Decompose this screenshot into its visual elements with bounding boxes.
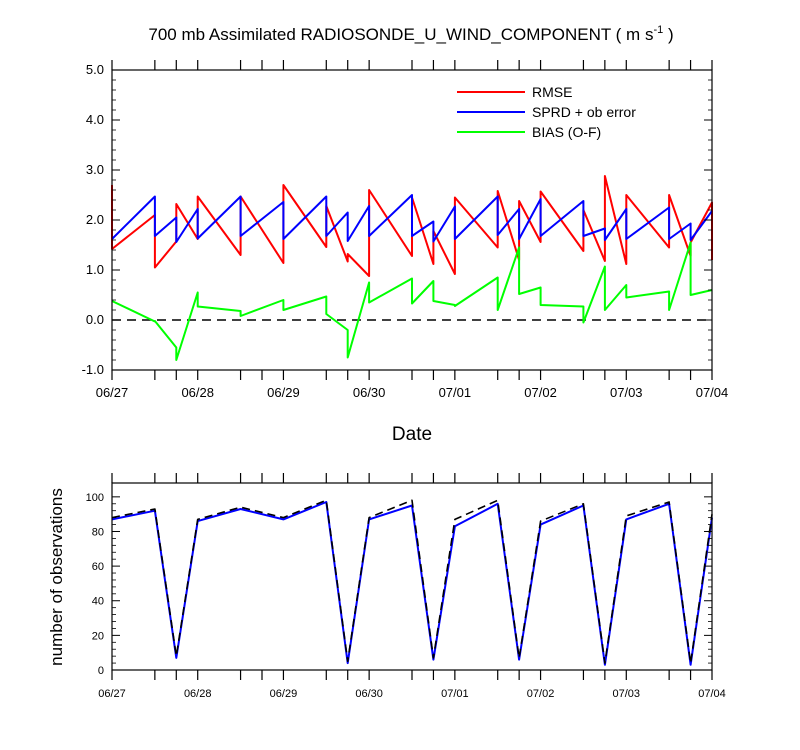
x-tick-label: 07/04 [698, 688, 726, 700]
y-tick-label: 0.0 [86, 312, 104, 327]
x-tick-label: 07/01 [439, 385, 472, 400]
top-chart: -1.00.01.02.03.04.05.0 06/27 06/28 06/29 06… [82, 60, 729, 445]
x-tick-label: 06/30 [355, 688, 383, 700]
y-tick-label: 3.0 [86, 162, 104, 177]
bottom-plot-area [111, 499, 713, 666]
x-tick-label: 07/02 [527, 688, 555, 700]
series-line-bias-o-f- [111, 241, 713, 361]
y-tick-label: 80 [92, 526, 104, 538]
x-tick-label: 07/01 [441, 688, 469, 700]
legend-label: RMSE [532, 84, 572, 100]
y-tick-label: -1.0 [82, 362, 104, 377]
x-tick-label: 06/28 [181, 385, 214, 400]
x-tick-label: 06/27 [96, 385, 129, 400]
y-tick-label: 4.0 [86, 112, 104, 127]
bottom-chart: 0 20 40 60 80 100 06/27 06/28 06/29 06/30 07/01 07… [47, 473, 726, 700]
top-legend: RMSE SPRD + ob error BIAS (O-F) [457, 84, 636, 140]
x-tick-label: 06/28 [184, 688, 212, 700]
y-tick-label: 20 [92, 630, 104, 642]
series-line-solid-0 [111, 501, 713, 666]
series-line-rmse [111, 175, 713, 277]
x-tick-label: 06/29 [270, 688, 298, 700]
x-tick-label: 07/03 [613, 688, 641, 700]
bottom-y-axis: 0 20 40 60 80 100 [86, 492, 712, 677]
x-tick-label: 07/02 [524, 385, 557, 400]
legend-label: BIAS (O-F) [532, 124, 601, 140]
y-tick-label: 5.0 [86, 62, 104, 77]
series-line-sprd-ob-error [111, 194, 713, 243]
x-tick-label: 06/29 [267, 385, 300, 400]
bottom-x-axis: 06/27 06/28 06/29 06/30 07/01 07/02 07/03 07/04 [98, 473, 726, 700]
y-tick-label: 0 [98, 665, 104, 677]
x-tick-label: 06/27 [98, 688, 126, 700]
series-line-dashed-1 [111, 499, 713, 664]
bottom-y-axis-label: number of observations [47, 488, 66, 666]
y-tick-label: 40 [92, 596, 104, 608]
y-tick-label: 60 [92, 561, 104, 573]
top-y-axis: -1.0 0.0 1.0 2.0 3.0 4.0 5.0 [82, 62, 712, 377]
y-tick-label: 1.0 [86, 262, 104, 277]
x-tick-label: 06/30 [353, 385, 386, 400]
legend-label: SPRD + ob error [532, 104, 636, 120]
top-x-axis-label: Date [392, 424, 432, 445]
top-x-axis: 06/27 06/28 06/29 06/30 07/01 07/02 07/03 07/04 [96, 60, 729, 400]
y-tick-label: 100 [86, 492, 104, 504]
x-tick-label: 07/03 [610, 385, 643, 400]
top-chart-title: 700 mb Assimilated RADIOSONDE_U_WIND_COM… [148, 24, 673, 44]
top-plot-area [111, 175, 713, 361]
x-tick-label: 07/04 [696, 385, 729, 400]
y-tick-label: 2.0 [86, 212, 104, 227]
